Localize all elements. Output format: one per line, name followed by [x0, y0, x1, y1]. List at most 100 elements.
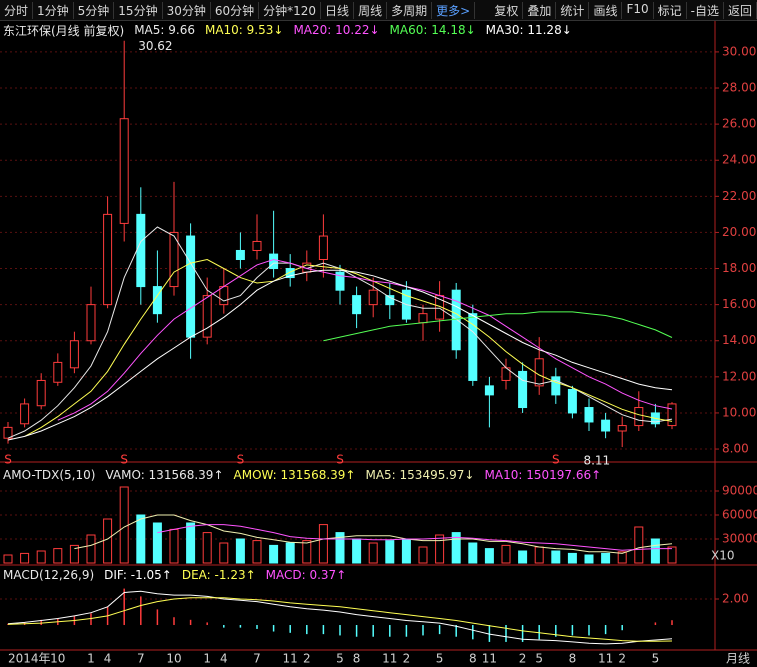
x-tick-label: 5 [436, 652, 444, 666]
candle-body [136, 213, 146, 288]
candle-body [518, 370, 528, 409]
volume-bar [69, 544, 79, 564]
indicator-title: AMO-TDX(5,10) [3, 468, 96, 482]
toolbar-button[interactable]: 15分钟 [114, 1, 163, 19]
volume-bar [103, 518, 113, 564]
toolbar-button[interactable]: 日线 [321, 1, 355, 19]
candle-body [252, 240, 262, 251]
y-tick-label: 8.00 [722, 442, 749, 456]
volume-bar [551, 550, 561, 564]
toolbar-button[interactable]: 分时 [0, 1, 34, 19]
toolbar-button[interactable]: 分钟*120 [259, 1, 322, 19]
x-tick-label: 10 [166, 652, 181, 666]
indicator-line [74, 514, 673, 554]
stock-title: 东江环保(月线 前复权) [3, 23, 125, 38]
indicator-title: MACD(12,26,9) [3, 568, 95, 582]
toolbar-button[interactable]: 复权 [490, 1, 524, 19]
y-tick-label: 28.00 [722, 81, 756, 95]
legend-entry: MA5: 153495.97↓ [365, 468, 475, 482]
volume-bar [401, 538, 411, 564]
toolbar-button[interactable]: 30分钟 [163, 1, 211, 19]
toolbar-button[interactable]: 5分钟 [74, 1, 115, 19]
candle-body [69, 340, 79, 369]
signal-marker: S [237, 453, 245, 467]
candle-body [235, 249, 245, 261]
candle-body [534, 358, 544, 387]
candle-body [219, 286, 229, 306]
legend-entry: MACD: 0.37↑ [265, 568, 347, 582]
signal-marker: S [120, 453, 128, 467]
legend-entry: DIF: -1.05↑ [104, 568, 172, 582]
y-tick-label: 30.00 [722, 44, 756, 58]
toolbar-button[interactable]: -自选 [687, 1, 724, 19]
toolbar-button[interactable]: 画线 [589, 1, 623, 19]
x-tick-label: 8 [353, 652, 361, 666]
toolbar-button[interactable]: 叠加 [523, 1, 557, 19]
legend-entry: MA5: 9.66 [134, 23, 195, 37]
indicator-line [57, 258, 673, 421]
volume-bar [186, 522, 196, 564]
x-tick-label: 2014年 [8, 652, 51, 666]
volume-bar [285, 542, 295, 564]
candle-body [617, 425, 627, 432]
toolbar-button[interactable]: 周线 [354, 1, 388, 19]
x-tick-label: 5 [652, 652, 660, 666]
toolbar-button[interactable]: F10 [622, 1, 654, 19]
candle-body [285, 268, 295, 279]
legend-entry: AMOW: 131568.39↑ [233, 468, 356, 482]
x-tick-label: 2 [519, 652, 527, 666]
candle-body [634, 407, 644, 427]
x-tick-label: 11 [283, 652, 298, 666]
x-tick-label: 2 [303, 652, 311, 666]
volume-bar [352, 538, 362, 564]
x-tick-label: 4 [104, 652, 112, 666]
toolbar-button[interactable]: 统计 [556, 1, 590, 19]
volume-bar [119, 486, 129, 564]
volume-bar [451, 532, 461, 564]
volume-bar [86, 534, 96, 564]
volume-bar [368, 542, 378, 564]
y-tick-label: 2.00 [722, 592, 749, 606]
volume-bar [435, 534, 445, 564]
candle-body [152, 286, 162, 315]
signal-marker: S [552, 453, 560, 467]
x-tick-label: 8 [569, 652, 577, 666]
toolbar-button[interactable]: 返回 [724, 1, 757, 19]
candle-body [451, 289, 461, 351]
candle-body [385, 295, 395, 306]
x-tick-label: 11 [382, 652, 397, 666]
candle-body [468, 313, 478, 381]
legend-entry: MA20: 10.22↓ [293, 23, 380, 37]
indicator-line [7, 597, 673, 642]
volume-bar [169, 528, 179, 564]
y-tick-label: 26.00 [722, 117, 756, 131]
toolbar-right: 复权 叠加 统计 画线 F10 标记 -自选 返回 [490, 1, 757, 19]
x-tick-label: 7 [253, 652, 261, 666]
x-tick-label: 8 [469, 652, 477, 666]
volume-bar [136, 514, 146, 564]
volume-bar [484, 548, 494, 564]
high-label: 30.62 [138, 39, 172, 53]
toolbar-button[interactable]: 标记 [654, 1, 687, 19]
volume-bar [53, 548, 63, 564]
volume-bar [235, 538, 245, 564]
y-tick-label: 30000 [722, 532, 757, 546]
candle-body [335, 271, 345, 291]
candle-body [36, 379, 46, 407]
volume-bar [302, 540, 312, 564]
volume-bar [667, 546, 677, 564]
volume-bar [20, 552, 30, 564]
y-tick-label: 90000 [722, 484, 757, 498]
toolbar-button[interactable]: 更多> [432, 1, 476, 19]
toolbar-button[interactable]: 1分钟 [33, 1, 74, 19]
candle-body [86, 304, 96, 342]
indicator-line [7, 590, 673, 645]
toolbar-button[interactable]: 60分钟 [211, 1, 260, 19]
toolbar-button[interactable]: 多周期 [387, 1, 433, 19]
y-tick-label: 18.00 [722, 261, 756, 275]
candle-body [119, 118, 129, 224]
volume-bar [650, 538, 660, 564]
y-tick-label: 60000 [722, 508, 757, 522]
volume-bar [501, 544, 511, 564]
candle-body [318, 235, 328, 261]
